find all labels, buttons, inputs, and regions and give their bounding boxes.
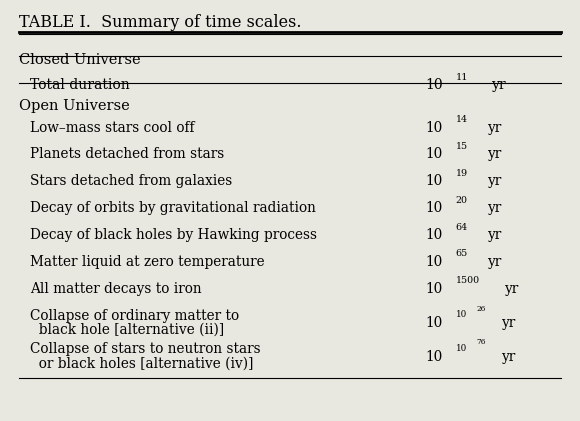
Text: 15: 15 xyxy=(456,142,468,151)
Text: All matter decays to iron: All matter decays to iron xyxy=(30,282,202,296)
Text: or black holes [alternative (iv)]: or black holes [alternative (iv)] xyxy=(30,357,253,371)
Text: Decay of black holes by Hawking process: Decay of black holes by Hawking process xyxy=(30,228,317,242)
Text: yr: yr xyxy=(502,316,516,330)
Text: 1500: 1500 xyxy=(456,276,480,285)
Text: 10: 10 xyxy=(426,120,443,135)
Text: 10: 10 xyxy=(426,201,443,215)
Text: 10: 10 xyxy=(426,228,443,242)
Text: Total duration: Total duration xyxy=(30,78,130,92)
Text: 11: 11 xyxy=(456,73,468,82)
Text: Closed Universe: Closed Universe xyxy=(19,53,140,67)
Text: 10: 10 xyxy=(426,349,443,364)
Text: Open Universe: Open Universe xyxy=(19,99,129,113)
Text: 26: 26 xyxy=(476,304,486,312)
Text: 10: 10 xyxy=(426,147,443,161)
Text: 10: 10 xyxy=(426,282,443,296)
Text: yr: yr xyxy=(502,349,516,364)
Text: 10: 10 xyxy=(456,344,467,353)
Text: yr: yr xyxy=(488,228,502,242)
Text: 65: 65 xyxy=(456,250,468,258)
Text: yr: yr xyxy=(505,282,520,296)
Text: 19: 19 xyxy=(456,169,468,178)
Text: yr: yr xyxy=(488,120,502,135)
Text: Stars detached from galaxies: Stars detached from galaxies xyxy=(30,174,233,188)
Text: 14: 14 xyxy=(456,115,467,124)
Text: yr: yr xyxy=(488,174,502,188)
Text: yr: yr xyxy=(488,147,502,161)
Text: black hole [alternative (ii)]: black hole [alternative (ii)] xyxy=(30,323,224,337)
Text: 10: 10 xyxy=(456,310,467,320)
Text: Decay of orbits by gravitational radiation: Decay of orbits by gravitational radiati… xyxy=(30,201,316,215)
Text: 10: 10 xyxy=(426,255,443,269)
Text: 76: 76 xyxy=(476,338,486,346)
Text: 20: 20 xyxy=(456,196,467,205)
Text: Low–mass stars cool off: Low–mass stars cool off xyxy=(30,120,195,135)
Text: TABLE I.  Summary of time scales.: TABLE I. Summary of time scales. xyxy=(19,14,301,31)
Text: 10: 10 xyxy=(426,78,443,92)
Text: Planets detached from stars: Planets detached from stars xyxy=(30,147,224,161)
Text: yr: yr xyxy=(488,201,502,215)
Text: yr: yr xyxy=(488,255,502,269)
Text: Collapse of stars to neutron stars: Collapse of stars to neutron stars xyxy=(30,342,261,356)
Text: Matter liquid at zero temperature: Matter liquid at zero temperature xyxy=(30,255,265,269)
Text: 64: 64 xyxy=(456,223,468,232)
Text: yr: yr xyxy=(492,78,507,92)
Text: 10: 10 xyxy=(426,316,443,330)
Text: Collapse of ordinary matter to: Collapse of ordinary matter to xyxy=(30,309,240,322)
Text: 10: 10 xyxy=(426,174,443,188)
